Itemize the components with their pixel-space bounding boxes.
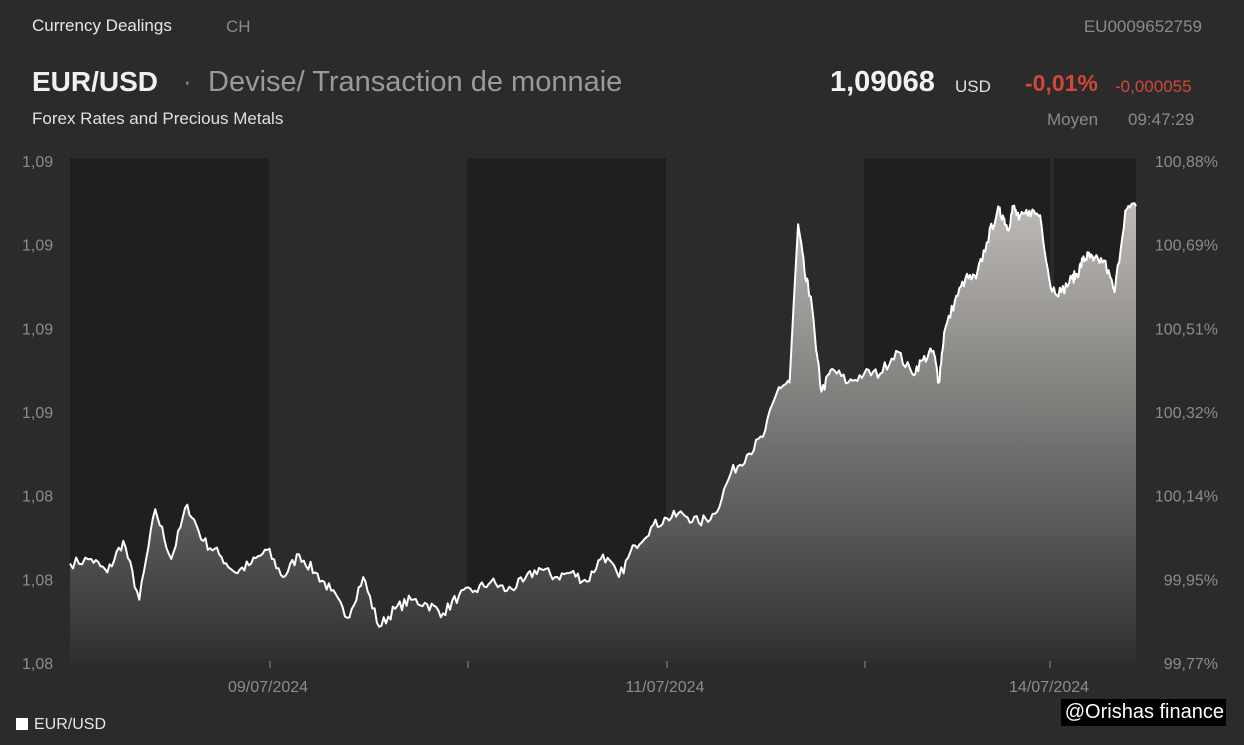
- country-code: CH: [226, 17, 251, 36]
- left-tick-label: 1,08: [22, 572, 53, 589]
- x-tick-label: 11/07/2024: [626, 679, 705, 696]
- left-tick-label: 1,09: [22, 238, 53, 255]
- last-price: 1,09068: [830, 66, 935, 98]
- right-tick-label: 99,77%: [1164, 656, 1218, 673]
- right-tick-label: 100,69%: [1155, 238, 1218, 255]
- change-percent: -0,01%: [1025, 70, 1098, 96]
- left-tick-label: 1,08: [22, 656, 53, 673]
- instrument-pair: EUR/USD: [32, 66, 159, 97]
- legend-swatch: [16, 718, 28, 730]
- right-tick-label: 100,51%: [1155, 321, 1218, 338]
- right-tick-label: 100,32%: [1155, 405, 1218, 422]
- left-tick-label: 1,08: [22, 489, 53, 506]
- price-area-fill: [70, 203, 1136, 664]
- left-tick-label: 1,09: [22, 321, 53, 338]
- instrument-subtitle: Forex Rates and Precious Metals: [32, 109, 284, 128]
- price-currency: USD: [955, 77, 991, 96]
- right-tick-label: 100,88%: [1155, 154, 1218, 171]
- left-tick-label: 1,09: [22, 154, 53, 171]
- quote-type: Moyen: [1047, 110, 1099, 129]
- watermark: @Orishas finance: [1060, 699, 1226, 726]
- category-label: Currency Dealings: [32, 16, 172, 35]
- right-axis: 100,88% 100,69% 100,51% 100,32% 100,14% 99,95…: [1155, 154, 1218, 673]
- left-axis: 1,09 1,09 1,09 1,09 1,08 1,08 1,08: [22, 154, 53, 673]
- x-tick-label: 14/07/2024: [1009, 679, 1089, 696]
- legend-label: EUR/USD: [34, 716, 107, 733]
- change-absolute: -0,000055: [1115, 77, 1192, 96]
- price-chart[interactable]: 1,091,091,091,091,081,081,08 100,88%100,…: [0, 140, 1244, 700]
- right-tick-label: 100,14%: [1155, 489, 1218, 506]
- price-line: [69, 202, 1137, 628]
- instrument-description: Devise/ Transaction de monnaie: [208, 66, 623, 98]
- right-tick-label: 99,95%: [1164, 572, 1218, 589]
- x-axis: 09/07/2024 11/07/2024 14/07/2024: [228, 661, 1089, 696]
- isin-code: EU0009652759: [1083, 17, 1202, 36]
- left-tick-label: 1,09: [22, 405, 53, 422]
- quote-time: 09:47:29: [1128, 110, 1195, 129]
- chart-legend[interactable]: EUR/USD: [16, 716, 106, 734]
- x-tick-label: 09/07/2024: [228, 679, 308, 696]
- title-separator: ·: [183, 66, 192, 96]
